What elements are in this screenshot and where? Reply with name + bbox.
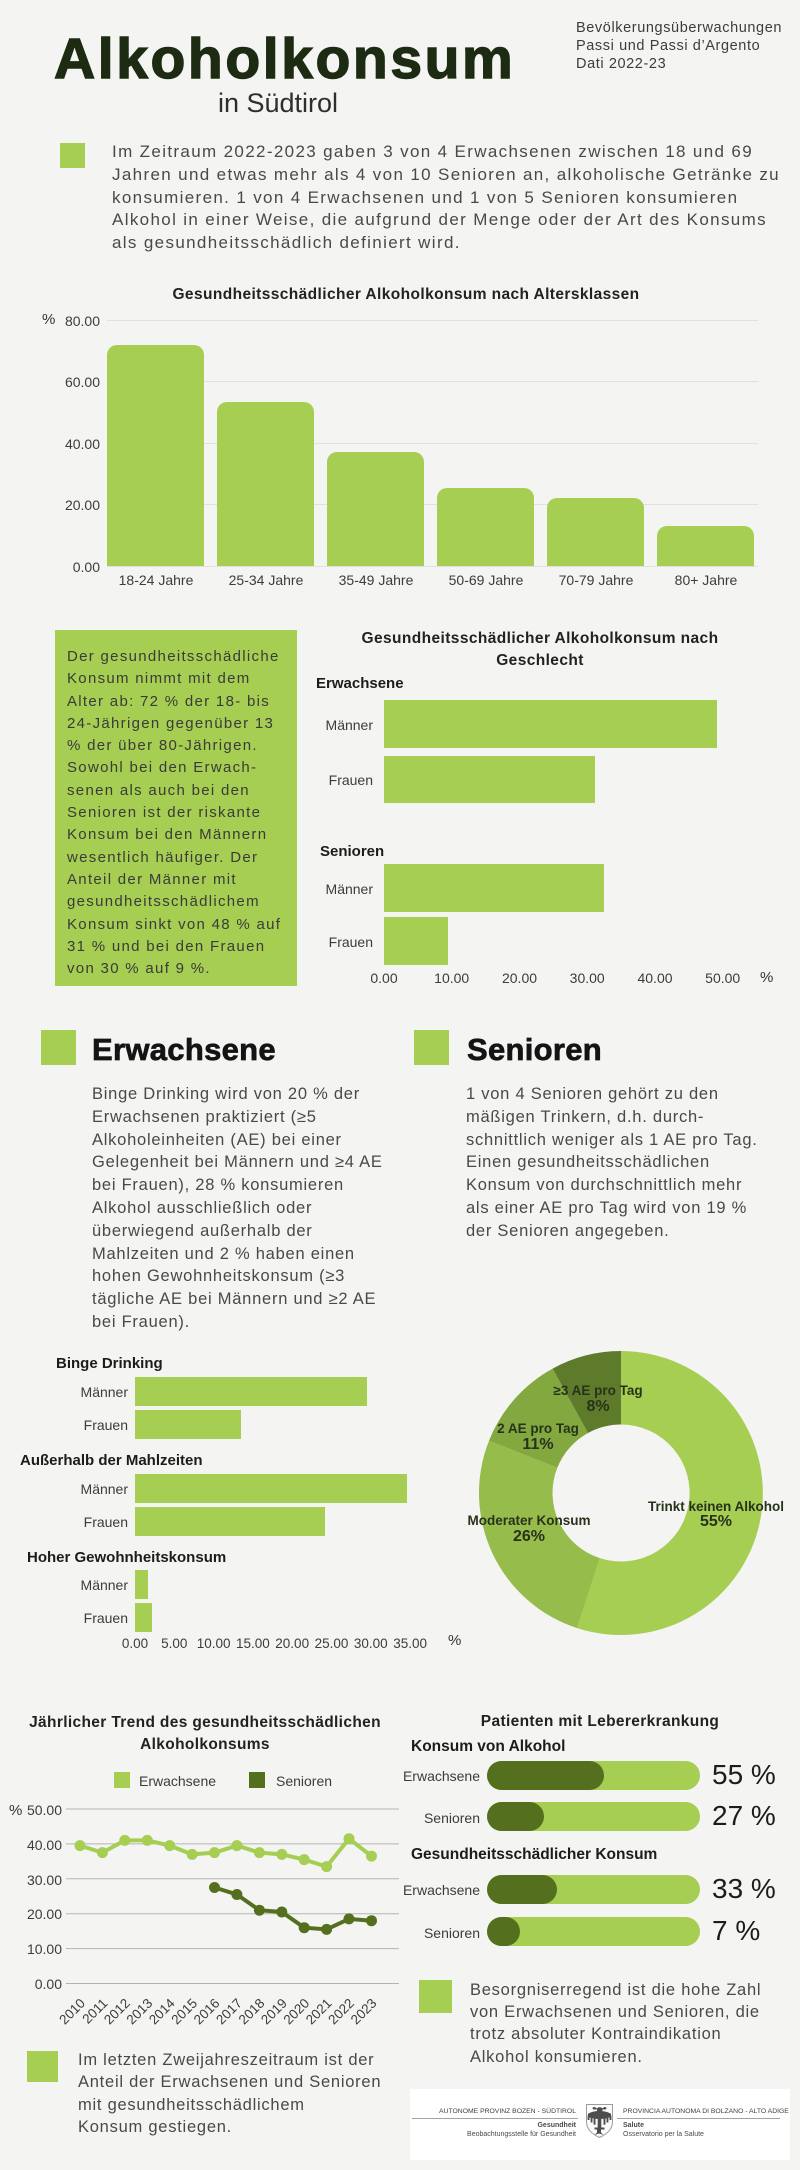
svg-text:2023: 2023	[348, 1996, 380, 2028]
